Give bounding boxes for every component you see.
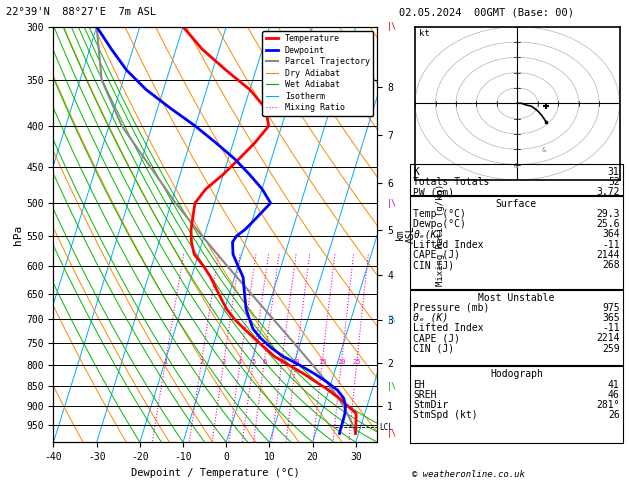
- Text: 3: 3: [221, 359, 226, 365]
- Text: Mixing Ratio (g/kg): Mixing Ratio (g/kg): [436, 183, 445, 286]
- Text: 20: 20: [337, 359, 346, 365]
- Text: 8: 8: [280, 359, 284, 365]
- Text: CAPE (J): CAPE (J): [413, 250, 460, 260]
- Text: |\: |\: [387, 429, 397, 438]
- Text: 2214: 2214: [596, 333, 620, 344]
- Text: kt: kt: [420, 29, 430, 38]
- Text: -11: -11: [602, 240, 620, 250]
- Text: Pressure (mb): Pressure (mb): [413, 303, 489, 313]
- Text: 259: 259: [602, 344, 620, 354]
- Text: 25: 25: [353, 359, 361, 365]
- Text: |\: |\: [387, 22, 397, 31]
- Legend: Temperature, Dewpoint, Parcel Trajectory, Dry Adiabat, Wet Adiabat, Isotherm, Mi: Temperature, Dewpoint, Parcel Trajectory…: [262, 31, 373, 116]
- Text: Dewp (°C): Dewp (°C): [413, 219, 466, 229]
- X-axis label: Dewpoint / Temperature (°C): Dewpoint / Temperature (°C): [131, 468, 300, 478]
- Text: Most Unstable: Most Unstable: [478, 293, 555, 303]
- Text: 26: 26: [608, 410, 620, 420]
- Text: 46: 46: [608, 390, 620, 400]
- Text: 02.05.2024  00GMT (Base: 00): 02.05.2024 00GMT (Base: 00): [399, 7, 574, 17]
- Text: CAPE (J): CAPE (J): [413, 333, 460, 344]
- Text: &: &: [513, 163, 518, 169]
- Text: Lifted Index: Lifted Index: [413, 323, 484, 333]
- Text: 281°: 281°: [596, 400, 620, 410]
- Text: StmDir: StmDir: [413, 400, 448, 410]
- Text: 22°39'N  88°27'E  7m ASL: 22°39'N 88°27'E 7m ASL: [6, 7, 156, 17]
- Text: CIN (J): CIN (J): [413, 344, 454, 354]
- Text: Hodograph: Hodograph: [490, 369, 543, 380]
- Text: SREH: SREH: [413, 390, 437, 400]
- Text: K: K: [413, 167, 419, 177]
- Text: LCL: LCL: [379, 423, 393, 432]
- Text: © weatheronline.co.uk: © weatheronline.co.uk: [412, 469, 525, 479]
- Text: 5: 5: [251, 359, 255, 365]
- Text: Surface: Surface: [496, 199, 537, 209]
- Text: EH: EH: [413, 380, 425, 390]
- Text: |\: |\: [387, 199, 397, 208]
- Text: |\: |\: [387, 382, 397, 391]
- Text: 3.72: 3.72: [596, 187, 620, 197]
- Text: 10: 10: [292, 359, 300, 365]
- Text: 2144: 2144: [596, 250, 620, 260]
- Text: 25.6: 25.6: [596, 219, 620, 229]
- Text: Temp (°C): Temp (°C): [413, 209, 466, 219]
- Y-axis label: km
ASL: km ASL: [394, 226, 416, 243]
- Text: 29.3: 29.3: [596, 209, 620, 219]
- Text: 52: 52: [608, 177, 620, 187]
- Text: StmSpd (kt): StmSpd (kt): [413, 410, 478, 420]
- Text: 4: 4: [238, 359, 242, 365]
- Text: 2: 2: [199, 359, 204, 365]
- Text: θₑ (K): θₑ (K): [413, 313, 448, 323]
- Text: θₑ(K): θₑ(K): [413, 229, 443, 240]
- Text: 1: 1: [164, 359, 167, 365]
- Text: &: &: [542, 147, 546, 153]
- Text: 975: 975: [602, 303, 620, 313]
- Text: 41: 41: [608, 380, 620, 390]
- Text: 31: 31: [608, 167, 620, 177]
- Text: 15: 15: [318, 359, 326, 365]
- Text: Lifted Index: Lifted Index: [413, 240, 484, 250]
- Text: 6: 6: [262, 359, 266, 365]
- Text: 364: 364: [602, 229, 620, 240]
- Text: CIN (J): CIN (J): [413, 260, 454, 270]
- Text: -11: -11: [602, 323, 620, 333]
- Text: 268: 268: [602, 260, 620, 270]
- Text: PW (cm): PW (cm): [413, 187, 454, 197]
- Text: |\: |\: [387, 314, 397, 324]
- Y-axis label: hPa: hPa: [13, 225, 23, 244]
- Text: Totals Totals: Totals Totals: [413, 177, 489, 187]
- Text: 365: 365: [602, 313, 620, 323]
